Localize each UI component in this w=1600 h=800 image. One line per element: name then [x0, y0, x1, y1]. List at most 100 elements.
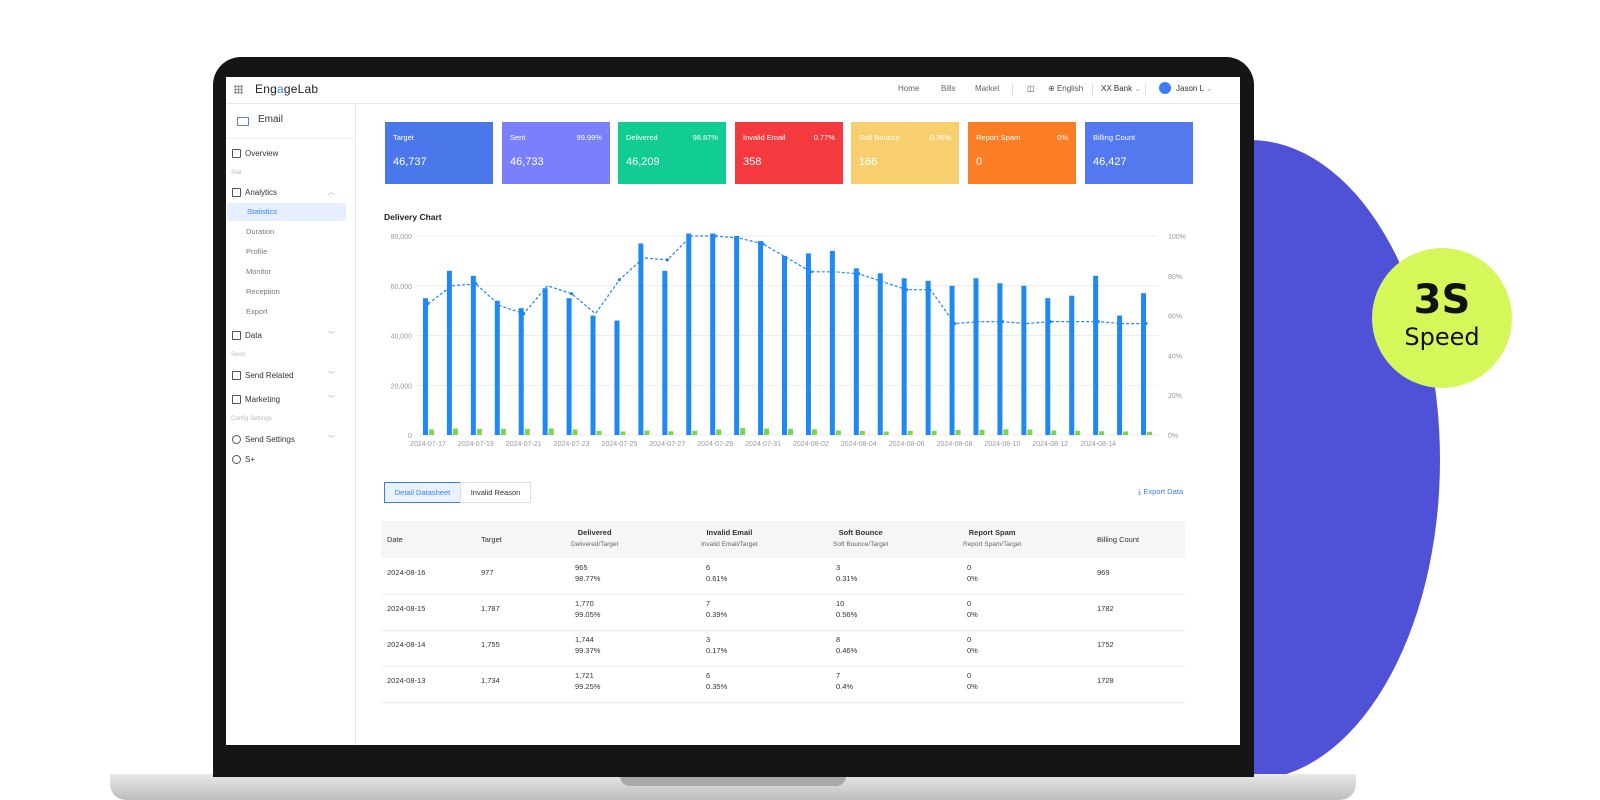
cell-soft-bounce: 8 0.46% [836, 635, 858, 655]
bar-secondary [883, 431, 889, 435]
sidebar-item-analytics[interactable]: Analytics ︿ [226, 184, 355, 202]
y-tick-label: 0 [408, 433, 412, 440]
card-label: Billing Count [1093, 133, 1136, 142]
x-tick-label: 2024-07-19 [458, 441, 494, 448]
card-value: 358 [743, 156, 762, 168]
card-value: 46,427 [1093, 156, 1127, 168]
bar-total [758, 240, 764, 435]
x-tick-label: 2024-08-04 [841, 441, 877, 448]
rate-point [522, 312, 526, 316]
user-menu[interactable]: Jason L ⌄ [1176, 84, 1213, 93]
bar-secondary [476, 429, 482, 435]
sidebar-item-splus[interactable]: S+ [226, 451, 355, 469]
avatar[interactable] [1159, 82, 1171, 94]
table-row[interactable]: 2024-08-15 1,787 1,770 99.05% 7 0.39% 10 0.… [381, 594, 1185, 631]
table-row[interactable]: 2024-08-16 977 965 98.77% 6 0.61% 3 0.31% 0… [381, 558, 1185, 595]
org-selector[interactable]: XX Bank ⌄ [1101, 84, 1142, 93]
y2-tick-label: 20% [1168, 393, 1182, 400]
cell-date: 2024-08-14 [387, 640, 426, 649]
nav-bills[interactable]: Bills [941, 84, 956, 93]
sidebar-subitem-statistics[interactable]: Statistics [227, 203, 346, 221]
group-label-send: Send [231, 352, 246, 358]
chevron-down-icon: ﹀ [328, 436, 335, 443]
sidebar-item-overview[interactable]: Overview [226, 145, 355, 163]
language-selector[interactable]: ⊕ English [1048, 84, 1083, 93]
metric-card-billing-count[interactable]: Billing Count 46,427 [1085, 122, 1193, 184]
bar-total [422, 298, 428, 435]
cell-date: 2024-08-16 [387, 568, 426, 577]
sidebar-item-send-related[interactable]: Send Related ﹀ [226, 367, 355, 385]
card-percent: 0.77% [813, 133, 835, 142]
bar-total [1093, 275, 1099, 435]
bar-secondary [835, 430, 841, 435]
chart-icon [232, 188, 241, 197]
metric-card-invalid-email[interactable]: Invalid Email 0.77% 358 [735, 122, 843, 184]
bar-secondary [596, 431, 602, 435]
y-tick-label: 20,000 [391, 383, 413, 390]
bar-total [494, 300, 500, 435]
sidebar-subitem-duration[interactable]: Duration [246, 227, 275, 236]
table-row[interactable]: 2024-08-14 1,755 1,744 99.37% 3 0.17% 8 0.4… [381, 630, 1185, 667]
speed-label: Speed [1404, 323, 1480, 351]
metric-card-soft-bounce[interactable]: Soft Bounce 0.36% 166 [851, 122, 959, 184]
gear-icon [232, 435, 241, 444]
bar-secondary [1123, 431, 1129, 435]
splus-icon [232, 455, 241, 464]
bar-secondary [644, 430, 650, 435]
nav-market[interactable]: Market [975, 84, 1000, 93]
bar-total [1069, 295, 1075, 435]
metric-card-report-spam[interactable]: Report Spam 0% 0 [968, 122, 1076, 184]
x-tick-label: 2024-07-29 [697, 441, 733, 448]
cell-delivered: 965 98.77% [575, 563, 601, 583]
sidebar-item-data[interactable]: Data ﹀ [226, 327, 355, 345]
rate-point [952, 321, 957, 326]
x-tick-label: 2024-08-14 [1080, 441, 1116, 448]
export-data-link[interactable]: ⤓ Export Data [1138, 487, 1184, 496]
col-billing-count: Billing Count [1097, 535, 1140, 544]
cell-target: 977 [481, 568, 494, 577]
sidebar-subitem-monitor[interactable]: Monitor [246, 267, 272, 276]
file-icon [232, 331, 241, 340]
rate-point [1144, 321, 1148, 326]
brand-logo[interactable]: EngageLab [255, 82, 319, 96]
sidebar-subitem-profile[interactable]: Profile [246, 247, 268, 256]
card-percent: 0.36% [929, 133, 951, 142]
metric-card-sent[interactable]: Sent 99.99% 46,733 [502, 122, 610, 184]
cell-report-spam: 0 0% [967, 563, 978, 583]
sidebar-title: Email [258, 114, 284, 125]
nav-home[interactable]: Home [898, 84, 920, 93]
x-tick-label: 2024-08-08 [937, 441, 973, 448]
tab-detail-datasheet[interactable]: Detail Datasheet [384, 482, 461, 503]
col-report-spam: Report Spam Report Spam/Target [963, 528, 1022, 548]
bar-total [805, 253, 811, 435]
cell-delivered: 1,721 99.25% [575, 671, 601, 691]
sidebar-subitem-export[interactable]: Export [246, 307, 268, 316]
bar-secondary [1027, 429, 1033, 435]
bar-secondary [788, 428, 793, 435]
cell-report-spam: 0 0% [967, 635, 978, 655]
bar-total [734, 236, 740, 435]
rate-point [809, 270, 813, 274]
sidebar-item-send-settings[interactable]: Send Settings ﹀ [226, 431, 355, 449]
cell-report-spam: 0 0% [967, 671, 978, 691]
y2-tick-label: 80% [1168, 274, 1182, 281]
metric-card-delivered[interactable]: Delivered 98.87% 46,209 [618, 122, 726, 184]
tab-invalid-reason[interactable]: Invalid Reason [460, 482, 531, 503]
bar-total [686, 233, 692, 435]
sidebar-subitem-reception[interactable]: Reception [246, 287, 280, 296]
y-tick-label: 60,000 [391, 284, 413, 291]
bar-total [710, 233, 716, 435]
chevron-down-icon: ﹀ [328, 372, 335, 379]
divider [1092, 84, 1093, 95]
y-tick-label: 80,000 [391, 234, 413, 241]
table-row[interactable]: 2024-08-13 1,734 1,721 99.25% 6 0.35% 7 0.4… [381, 666, 1185, 703]
apps-grid-icon[interactable] [234, 85, 243, 94]
book-icon[interactable]: ◫ [1027, 84, 1035, 93]
bar-total [446, 270, 452, 435]
cell-soft-bounce: 7 0.4% [836, 671, 854, 691]
bar-total [470, 275, 476, 435]
bar-total [973, 278, 979, 435]
metric-card-target[interactable]: Target 46,737 [385, 122, 493, 184]
sidebar-item-marketing[interactable]: Marketing ﹀ [226, 391, 355, 409]
bar-total [925, 280, 931, 435]
